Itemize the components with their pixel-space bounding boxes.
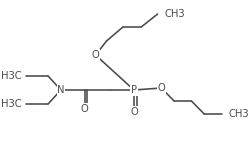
Text: O: O: [81, 104, 88, 114]
Text: CH3: CH3: [165, 9, 185, 19]
Text: O: O: [158, 83, 165, 93]
Text: H3C: H3C: [1, 99, 22, 109]
Text: CH3: CH3: [229, 109, 249, 119]
Text: H3C: H3C: [1, 71, 22, 81]
Text: P: P: [131, 85, 137, 95]
Text: N: N: [57, 85, 65, 95]
Text: O: O: [92, 50, 100, 60]
Text: O: O: [130, 107, 138, 117]
